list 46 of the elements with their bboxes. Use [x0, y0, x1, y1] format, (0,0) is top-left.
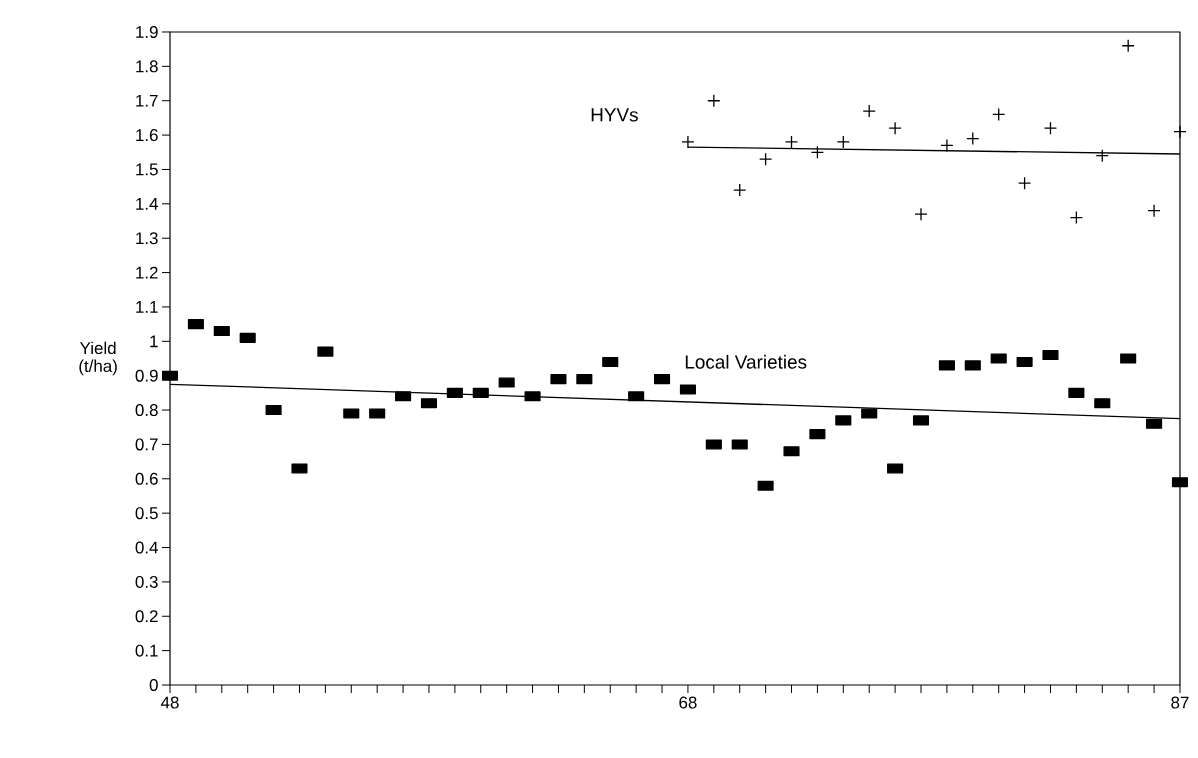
y-tick-label: 1	[150, 335, 158, 348]
point	[862, 104, 876, 118]
point	[1043, 121, 1058, 135]
y-tick-label: 0.6	[135, 472, 158, 485]
y-axis-title: Yield (t/ha)	[79, 341, 117, 376]
x-tick-label: 48	[160, 696, 179, 709]
y-tick-label: 0.2	[135, 610, 158, 623]
point	[1173, 125, 1187, 139]
x-tick-label: 87	[1171, 696, 1189, 709]
point	[213, 325, 230, 337]
point	[1147, 204, 1161, 218]
y-tick-label: 0.5	[135, 507, 158, 520]
point	[733, 183, 747, 197]
y-tick-label: 0.1	[135, 644, 158, 657]
series-label: Local Varieties	[685, 354, 807, 369]
point	[940, 138, 954, 153]
y-tick-label: 1.4	[136, 198, 158, 210]
point	[758, 152, 773, 166]
point	[888, 121, 902, 135]
y-tick-label: 1.9	[136, 25, 158, 38]
text: HYVs	[591, 108, 638, 122]
point	[966, 131, 980, 146]
point	[836, 135, 850, 149]
y-tick-label: 1.2	[136, 266, 158, 279]
y-tick-label: 0.7	[135, 438, 158, 451]
point	[707, 94, 721, 108]
point	[784, 135, 799, 149]
y-tick-label: 0.8	[135, 404, 158, 417]
point	[1095, 149, 1109, 163]
y-tick-label: 1.5	[136, 163, 158, 176]
point	[992, 107, 1006, 122]
y-tick-label: 1.1	[136, 301, 158, 313]
x-tick-label: 68	[679, 696, 697, 709]
y-tick-label: 0.4	[135, 541, 158, 554]
y-tick-label: 1.3	[136, 232, 158, 245]
point	[1069, 210, 1084, 225]
y-tick-label: 0.3	[135, 575, 158, 588]
y-tick-label: 1.7	[136, 94, 158, 107]
point	[1121, 39, 1135, 53]
y-tick-label: 0	[149, 679, 158, 691]
point	[1017, 176, 1032, 190]
point	[810, 145, 825, 159]
point	[914, 207, 928, 221]
y-tick-label: 0.9	[135, 369, 158, 382]
y-tick-label: 1.6	[136, 129, 158, 142]
y-tick-label: 1.8	[136, 60, 158, 73]
